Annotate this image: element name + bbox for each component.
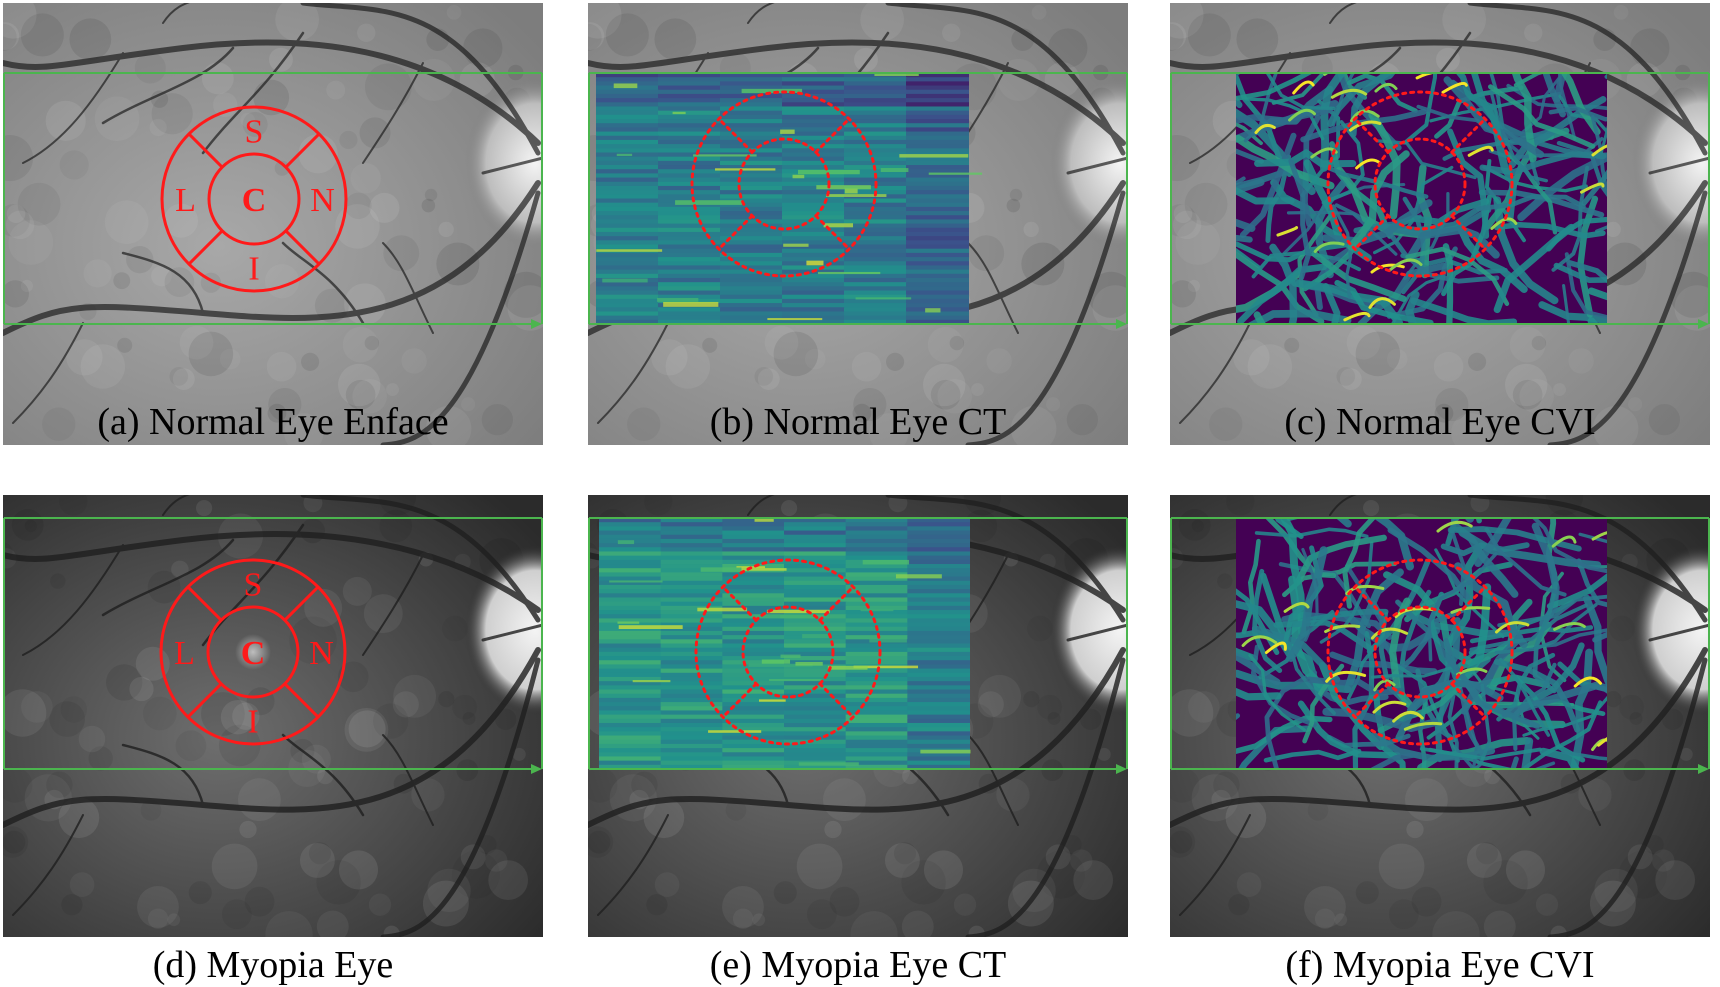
panel-normal-cvi	[1170, 3, 1710, 445]
etdrs-inner-ring	[1373, 605, 1467, 699]
panel-myopia-cvi	[1170, 495, 1710, 937]
fundus-background	[3, 3, 543, 445]
panel-myopia-ct	[588, 495, 1128, 937]
caption-normal-cvi: (c) Normal Eye CVI	[1284, 401, 1596, 443]
etdrs-outer-ring	[690, 90, 878, 278]
scan-region-box	[588, 72, 1128, 329]
fundus-background	[3, 495, 543, 937]
etdrs-label-inferior: I	[248, 251, 259, 288]
choroidal-thickness-map	[599, 518, 971, 770]
etdrs-grid	[694, 558, 882, 746]
retinal-vessels	[3, 495, 543, 937]
scan-region-box	[1170, 517, 1710, 774]
etdrs-label-nasal: N	[309, 635, 334, 672]
scan-region-box	[588, 517, 1128, 774]
caption-myopia-cvi: (f) Myopia Eye CVI	[1285, 944, 1595, 986]
etdrs-inner-ring	[737, 137, 831, 231]
retinal-vessels	[1170, 3, 1710, 445]
myopia-ct-image	[588, 495, 1128, 937]
etdrs-outer-ring	[1326, 558, 1514, 746]
etdrs-inner-ring	[207, 152, 301, 246]
etdrs-outer-ring	[159, 558, 347, 746]
scan-region-box	[3, 517, 543, 774]
etdrs-grid: SC N I L	[160, 105, 348, 293]
choroidal-thickness-map	[596, 73, 983, 325]
caption-myopia-ct: (e) Myopia Eye CT	[709, 944, 1007, 986]
caption-normal-enface: (a) Normal Eye Enface	[97, 401, 449, 443]
panel-normal-ct	[588, 3, 1128, 445]
etdrs-grid	[1326, 90, 1514, 278]
myopia-cvi-image	[1170, 495, 1710, 937]
etdrs-label-nasal: N	[310, 182, 335, 219]
etdrs-label-center: C	[242, 182, 267, 219]
etdrs-outer-ring	[694, 558, 882, 746]
etdrs-label-left: L	[175, 182, 196, 219]
scan-region-box	[1170, 72, 1710, 329]
etdrs-grid	[690, 90, 878, 278]
etdrs-label-superior: S	[244, 567, 263, 604]
etdrs-label-inferior: I	[247, 704, 258, 741]
normal-ct-image	[588, 3, 1128, 445]
caption-myopia-enface: (d) Myopia Eye	[152, 944, 394, 986]
scan-region-box	[3, 72, 543, 329]
etdrs-inner-ring	[206, 605, 300, 699]
etdrs-label-left: L	[174, 635, 195, 672]
choroidal-vascularity-map	[1236, 73, 1607, 324]
etdrs-grid: SC N I L	[159, 558, 347, 746]
etdrs-label-superior: S	[245, 114, 264, 151]
etdrs-outer-ring	[160, 105, 348, 293]
etdrs-inner-ring	[741, 605, 835, 699]
etdrs-grid	[1326, 558, 1514, 746]
retinal-vessels	[3, 3, 543, 445]
etdrs-inner-ring	[1373, 137, 1467, 231]
normal-cvi-image	[1170, 3, 1710, 445]
etdrs-outer-ring	[1326, 90, 1514, 278]
etdrs-label-center: C	[241, 635, 266, 672]
caption-normal-ct: (b) Normal Eye CT	[709, 401, 1007, 443]
